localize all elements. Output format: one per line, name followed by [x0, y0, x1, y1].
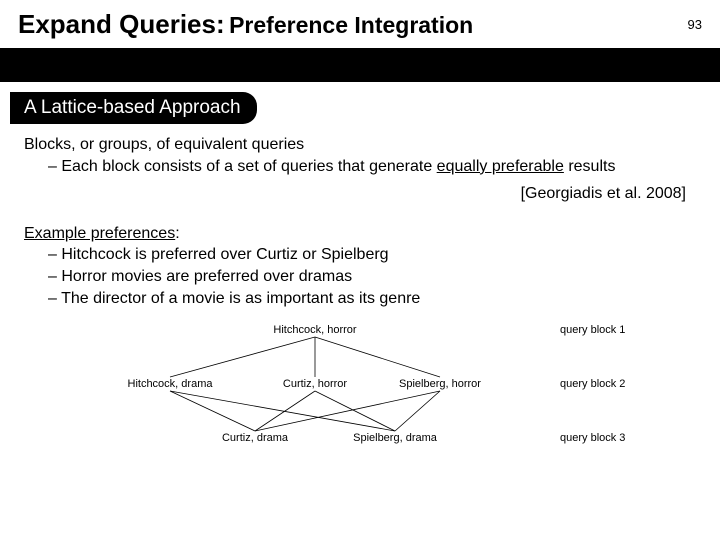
blocks-sub-post: results [564, 158, 616, 175]
lattice-node: Hitchcock, drama [120, 377, 220, 392]
examples-label: Example preferences [24, 225, 175, 242]
title-rest: Preference Integration [229, 12, 473, 38]
query-block-label: query block 3 [560, 431, 625, 446]
colon: : [175, 225, 179, 242]
header-band [0, 48, 720, 82]
slide-title: Expand Queries: Preference Integration [18, 9, 473, 40]
lattice-node: Spielberg, drama [345, 431, 445, 446]
examples-label-line: Example preferences: [24, 223, 696, 245]
example-item: Horror movies are preferred over dramas [38, 266, 696, 288]
query-block-label: query block 2 [560, 377, 625, 392]
slide-number: 93 [688, 17, 702, 32]
blocks-sub-pre: Each block consists of a set of queries … [61, 158, 436, 175]
lattice-diagram: Hitchcock, horror Hitchcock, drama Curtiz,… [60, 319, 660, 449]
subtitle-pill: A Lattice-based Approach [10, 92, 257, 124]
title-bold: Expand Queries: [18, 9, 225, 39]
blocks-sub: Each block consists of a set of queries … [38, 156, 696, 178]
example-item: The director of a movie is as important … [38, 288, 696, 310]
lattice-node: Curtiz, horror [265, 377, 365, 392]
examples-block: Example preferences: Hitchcock is prefer… [24, 223, 696, 309]
example-item: Hitchcock is preferred over Curtiz or Sp… [38, 244, 696, 266]
lattice-node: Hitchcock, horror [265, 323, 365, 338]
lattice-node: Curtiz, drama [205, 431, 305, 446]
content-area: Blocks, or groups, of equivalent queries… [0, 124, 720, 449]
citation: [Georgiadis et al. 2008] [24, 183, 696, 205]
lattice-node: Spielberg, horror [390, 377, 490, 392]
blocks-heading: Blocks, or groups, of equivalent queries [24, 134, 696, 156]
query-block-label: query block 1 [560, 323, 625, 338]
blocks-sub-underline: equally preferable [437, 158, 564, 175]
title-bar: Expand Queries: Preference Integration 9… [0, 0, 720, 48]
